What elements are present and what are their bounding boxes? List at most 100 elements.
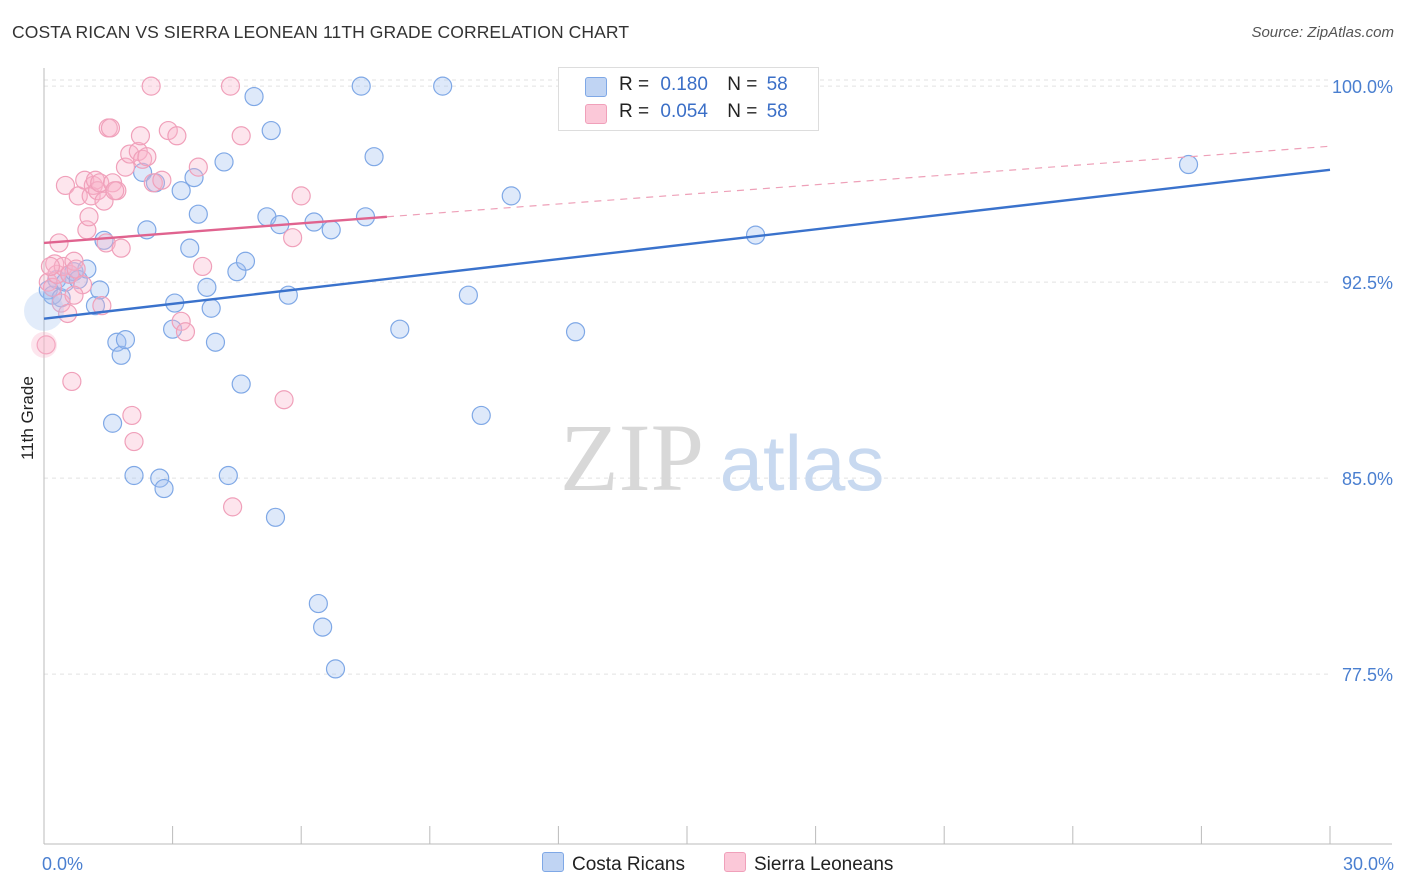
data-point <box>100 118 121 138</box>
legend-swatch-pink <box>585 104 607 124</box>
trend-line-sierra-leoneans-extension <box>386 145 1331 218</box>
data-point <box>321 220 341 240</box>
data-point <box>223 497 243 517</box>
legend-n-value: 58 <box>766 101 788 122</box>
bottom-legend-sierra-leoneans: Sierra Leoneans <box>724 852 893 876</box>
data-point <box>261 120 281 141</box>
data-point <box>274 390 294 410</box>
data-point <box>36 335 56 355</box>
y-tick-label: 92.5% <box>1342 273 1393 293</box>
bottom-legend-swatch-blue <box>542 852 564 872</box>
legend-n-label: N = <box>727 74 758 95</box>
legend: R = 0.180 N = 58 R = 0.054 N = 58 <box>558 67 819 131</box>
watermark-atlas: atlas <box>720 419 885 507</box>
data-point <box>79 207 99 227</box>
data-point <box>154 478 174 499</box>
legend-r-value: 0.054 <box>660 101 708 122</box>
trend-line-sierra-leoneans <box>43 215 388 245</box>
data-point <box>111 238 131 258</box>
data-point <box>1178 154 1199 175</box>
data-point <box>150 468 170 488</box>
data-point-cluster <box>24 290 64 331</box>
data-point <box>94 230 114 250</box>
data-point <box>197 277 217 297</box>
legend-r-label: R = <box>619 101 650 122</box>
data-point <box>137 147 157 167</box>
data-point <box>201 298 221 318</box>
data-point <box>130 126 151 146</box>
bottom-legend-label: Sierra Leoneans <box>754 854 894 875</box>
data-point <box>265 507 286 527</box>
y-tick-label: 85.0% <box>1342 469 1393 489</box>
legend-r-label: R = <box>619 74 650 95</box>
data-point <box>92 296 112 316</box>
data-point <box>122 405 142 426</box>
data-point <box>87 181 108 201</box>
data-point <box>141 76 161 96</box>
data-point <box>231 126 251 146</box>
bottom-legend-label: Costa Ricans <box>572 854 685 875</box>
data-point <box>325 659 346 679</box>
data-point <box>57 303 78 324</box>
data-point <box>85 296 106 316</box>
data-point <box>565 322 586 342</box>
data-point <box>231 374 251 394</box>
data-point <box>205 332 226 352</box>
data-point <box>193 256 213 277</box>
data-point <box>244 86 264 107</box>
data-point <box>124 431 144 452</box>
data-point <box>188 204 208 224</box>
data-point <box>167 126 187 146</box>
data-point <box>171 311 191 331</box>
data-point <box>64 251 84 271</box>
data-point <box>471 405 491 426</box>
legend-r-value: 0.180 <box>660 74 708 95</box>
bottom-legend-costa-ricans: Costa Ricans <box>542 852 685 876</box>
data-point <box>218 465 238 486</box>
watermark-zip: ZIP <box>560 404 704 511</box>
data-point <box>180 238 200 258</box>
data-point <box>102 413 123 433</box>
data-point <box>152 170 172 190</box>
data-point <box>62 371 82 392</box>
data-point <box>214 152 234 172</box>
data-point <box>115 330 136 350</box>
legend-n-value: 58 <box>766 74 788 95</box>
data-point <box>458 285 478 305</box>
data-point <box>364 147 384 167</box>
data-point <box>184 168 204 188</box>
data-point <box>175 322 196 342</box>
data-point <box>90 280 110 300</box>
legend-n-label: N = <box>727 101 758 122</box>
bottom-legend-swatch-pink <box>724 852 746 872</box>
data-point <box>111 345 131 365</box>
axes <box>43 68 1392 845</box>
data-point <box>235 251 256 271</box>
data-point <box>313 617 333 637</box>
data-point <box>390 319 410 339</box>
data-point <box>351 76 371 96</box>
trend-lines <box>43 145 1331 320</box>
data-point <box>40 256 61 277</box>
data-point <box>291 186 311 206</box>
data-point <box>105 181 125 201</box>
data-points <box>24 76 1199 679</box>
data-point <box>433 76 453 96</box>
data-point <box>308 593 328 614</box>
source-label: Source: ZipAtlas.com <box>1251 24 1394 41</box>
data-point <box>220 76 241 96</box>
y-tick-label: 77.5% <box>1342 665 1393 685</box>
x-tick-label-min: 0.0% <box>42 854 83 874</box>
x-tick-label-max: 30.0% <box>1343 854 1394 874</box>
y-tick-labels: 77.5% 85.0% 92.5% 100.0% <box>1332 77 1393 685</box>
data-point <box>64 285 84 305</box>
y-tick-label: 100.0% <box>1332 77 1393 97</box>
data-point <box>283 228 303 248</box>
trend-line-costa-ricans <box>43 168 1331 320</box>
data-point <box>55 175 76 196</box>
data-point <box>124 465 144 486</box>
data-point <box>501 186 521 206</box>
data-point-cluster <box>31 331 57 358</box>
data-point <box>171 181 191 201</box>
